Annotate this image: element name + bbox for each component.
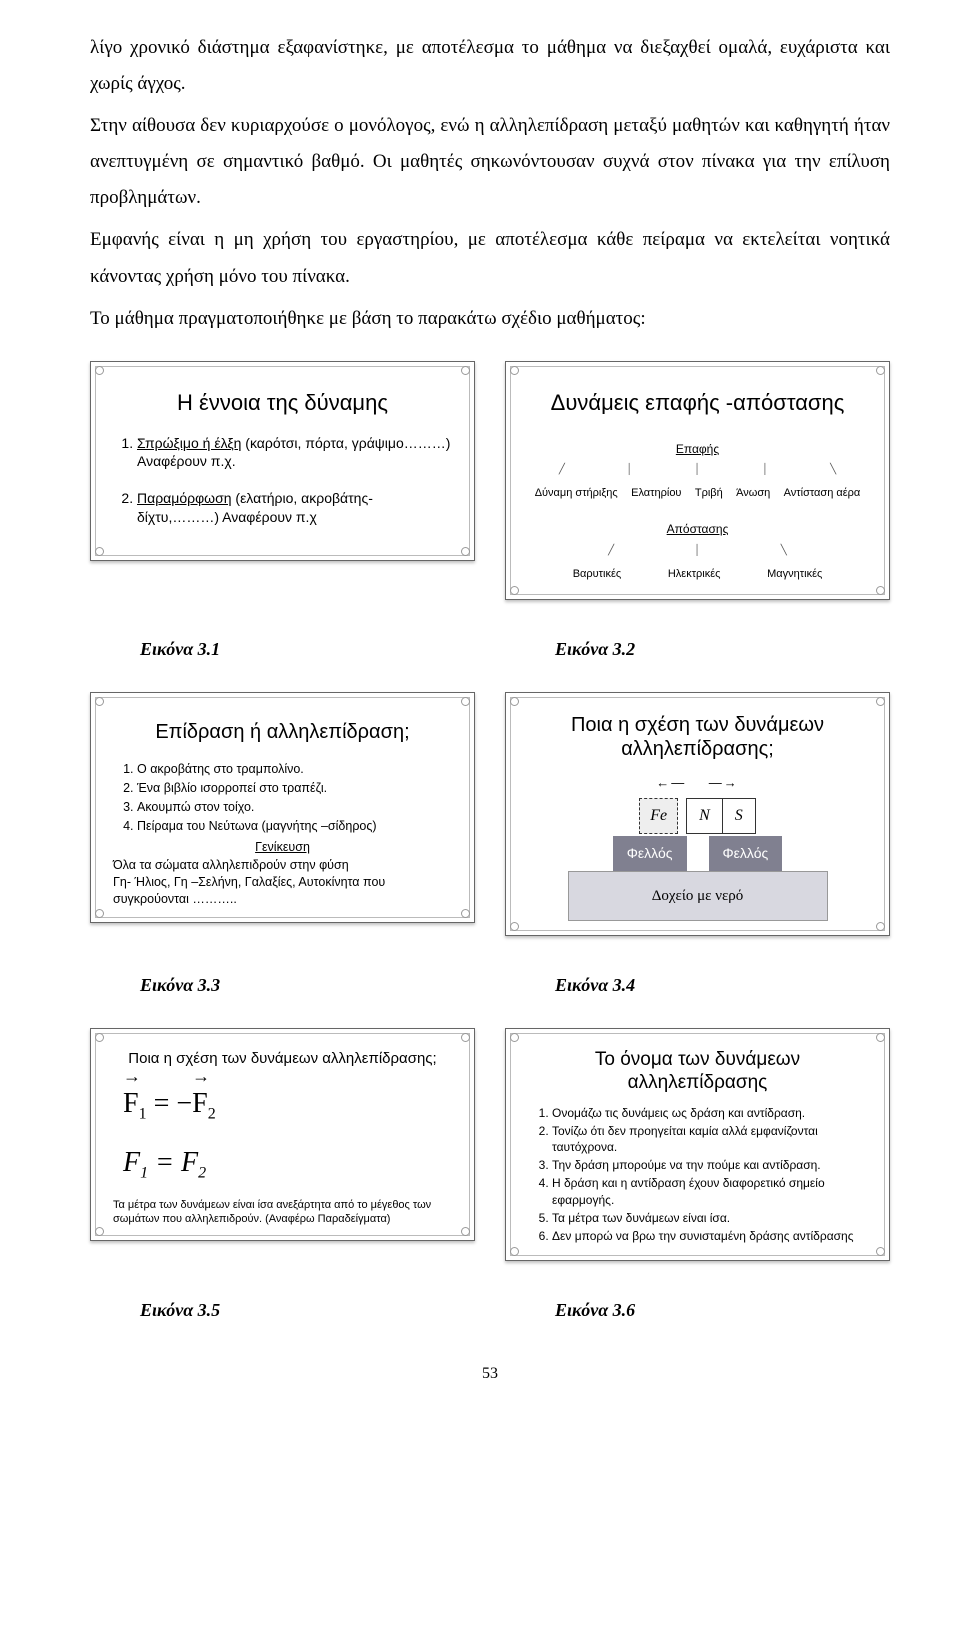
f-symbol: F	[192, 1088, 208, 1119]
arrows-icon: ←— —→	[656, 771, 738, 796]
slides-grid: Η έννοια της δύναμης Σπρώξιμο ή έλξη (κα…	[90, 361, 890, 1336]
list-item: Παραμόρφωση (ελατήριο, ακροβάτης-δίχτυ,……	[137, 489, 452, 527]
tree-node: Τριβή	[693, 483, 725, 504]
underline-text: Σπρώξιμο ή έλξη	[137, 435, 241, 451]
subheading: Γενίκευση	[113, 839, 452, 856]
subheading: Απόστασης	[528, 518, 867, 541]
ring-icon	[95, 547, 104, 556]
ring-icon	[461, 366, 470, 375]
ring-icon	[876, 366, 885, 375]
text: Όλα τα σώματα αλληλεπιδρούν στην φύση Γη…	[113, 857, 452, 908]
list-item: Ο ακροβάτης στο τραμπολίνο.	[137, 761, 452, 778]
magnet-n: N	[687, 799, 723, 833]
subscript: 2	[208, 1106, 216, 1123]
slide-title: Ποια η σχέση των δυνάμεων αλληλεπίδρασης…	[113, 1049, 452, 1069]
ring-icon	[461, 697, 470, 706]
ring-icon	[510, 1247, 519, 1256]
subheading: Επαφής	[528, 438, 867, 461]
ring-icon	[95, 697, 104, 706]
list-item: Η δράση και η αντίδραση έχουν διαφορετικ…	[552, 1175, 867, 1207]
tree-node: Δύναμη στήριξης	[533, 483, 620, 504]
subscript: 1	[140, 1165, 148, 1182]
caption: Εικόνα 3.1	[140, 632, 475, 666]
tree-node: Βαρυτικές	[571, 564, 623, 585]
ring-icon	[510, 1033, 519, 1042]
tree-node: Άνωση	[734, 483, 772, 504]
paragraph-2: Στην αίθουσα δεν κυριαρχούσε ο μονόλογος…	[90, 108, 890, 216]
f-symbol: F	[123, 1088, 139, 1119]
slide-title: Το όνομα των δυνάμεων αλληλεπίδρασης	[528, 1049, 867, 1095]
slide-1: Η έννοια της δύναμης Σπρώξιμο ή έλξη (κα…	[90, 361, 475, 561]
magnet-box: N S	[686, 798, 756, 834]
subscript: 1	[139, 1106, 147, 1123]
ring-icon	[876, 586, 885, 595]
ring-icon	[461, 1033, 470, 1042]
caption: Εικόνα 3.3	[140, 968, 475, 1002]
ring-icon	[876, 1033, 885, 1042]
ring-icon	[461, 1227, 470, 1236]
paragraph-3: Εμφανής είναι η μη χρήση του εργαστηρίου…	[90, 222, 890, 294]
note-text: Τα μέτρα των δυνάμεων είναι ίσα ανεξάρτη…	[113, 1198, 452, 1227]
list-item: Την δράση μπορούμε να την πούμε και αντί…	[552, 1157, 867, 1173]
slide-title: Ποια η σχέση των δυνάμεων αλληλεπίδρασης…	[528, 713, 867, 761]
equals: =	[148, 1147, 181, 1178]
list-item: Πείραμα του Νεύτωνα (μαγνήτης –σίδηρος)	[137, 818, 452, 835]
tree-diagram: Επαφής ╱│││╲ Δύναμη στήριξης Ελατηρίου Τ…	[528, 438, 867, 585]
slide-5: Ποια η σχέση των δυνάμεων αλληλεπίδρασης…	[90, 1028, 475, 1241]
caption: Εικόνα 3.5	[140, 1293, 475, 1327]
tree-node: Ηλεκτρικές	[666, 564, 723, 585]
caption: Εικόνα 3.4	[555, 968, 890, 1002]
ring-icon	[95, 1227, 104, 1236]
fe-box: Fe	[639, 798, 678, 834]
slide-title: Η έννοια της δύναμης	[113, 382, 452, 424]
slide-title: Δυνάμεις επαφής -απόστασης	[528, 382, 867, 424]
f-symbol: F	[123, 1147, 140, 1178]
slide-4: Ποια η σχέση των δυνάμεων αλληλεπίδρασης…	[505, 692, 890, 936]
f-symbol: F	[181, 1147, 198, 1178]
page-number: 53	[90, 1359, 890, 1389]
ring-icon	[876, 1247, 885, 1256]
ring-icon	[95, 909, 104, 918]
list-item: Ένα βιβλίο ισορροπεί στο τραπέζι.	[137, 780, 452, 797]
ring-icon	[876, 922, 885, 931]
ring-icon	[510, 697, 519, 706]
ring-icon	[510, 586, 519, 595]
list-item: Τονίζω ότι δεν προηγείται καμία αλλά εμφ…	[552, 1123, 867, 1155]
caption: Εικόνα 3.2	[555, 632, 890, 666]
list-item: Ακουμπώ στον τοίχο.	[137, 799, 452, 816]
list-item: Σπρώξιμο ή έλξη (καρότσι, πόρτα, γράψιμο…	[137, 434, 452, 472]
ring-icon	[510, 922, 519, 931]
list-item: Ονομάζω τις δυνάμεις ως δράση και αντίδρ…	[552, 1105, 867, 1121]
ring-icon	[461, 547, 470, 556]
ring-icon	[95, 1033, 104, 1042]
equation-2: F1 = F2	[123, 1136, 452, 1189]
paragraph-4: Το μάθημα πραγματοποιήθηκε με βάση το πα…	[90, 301, 890, 337]
slide-6: Το όνομα των δυνάμεων αλληλεπίδρασης Ονο…	[505, 1028, 890, 1261]
slide-2: Δυνάμεις επαφής -απόστασης Επαφής ╱│││╲ …	[505, 361, 890, 600]
water-container: Δοχείο με νερό	[568, 871, 828, 921]
ring-icon	[95, 366, 104, 375]
equation-1: F1 = −F2	[123, 1077, 452, 1130]
list-item: Τα μέτρα των δυνάμεων είναι ίσα.	[552, 1210, 867, 1226]
equals: = −	[147, 1088, 193, 1119]
tree-node: Ελατηρίου	[629, 483, 683, 504]
magnet-s: S	[723, 799, 755, 833]
cork-label: Φελλός	[709, 836, 783, 871]
subscript: 2	[198, 1165, 206, 1182]
slide-3: Επίδραση ή αλληλεπίδραση; Ο ακροβάτης στ…	[90, 692, 475, 923]
experiment-diagram: ←— —→ Fe N S Φελλός Φελλός Δοχείο με νερ…	[528, 771, 867, 921]
underline-text: Παραμόρφωση	[137, 490, 232, 506]
ring-icon	[461, 909, 470, 918]
list-item: Δεν μπορώ να βρω την συνισταμένη δράσης …	[552, 1228, 867, 1244]
ring-icon	[876, 697, 885, 706]
slide-title: Επίδραση ή αλληλεπίδραση;	[113, 713, 452, 751]
cork-label: Φελλός	[613, 836, 687, 871]
tree-node: Αντίσταση αέρα	[782, 483, 863, 504]
tree-node: Μαγνητικές	[765, 564, 824, 585]
ring-icon	[510, 366, 519, 375]
caption: Εικόνα 3.6	[555, 1293, 890, 1327]
paragraph-1: λίγο χρονικό διάστημα εξαφανίστηκε, με α…	[90, 30, 890, 102]
